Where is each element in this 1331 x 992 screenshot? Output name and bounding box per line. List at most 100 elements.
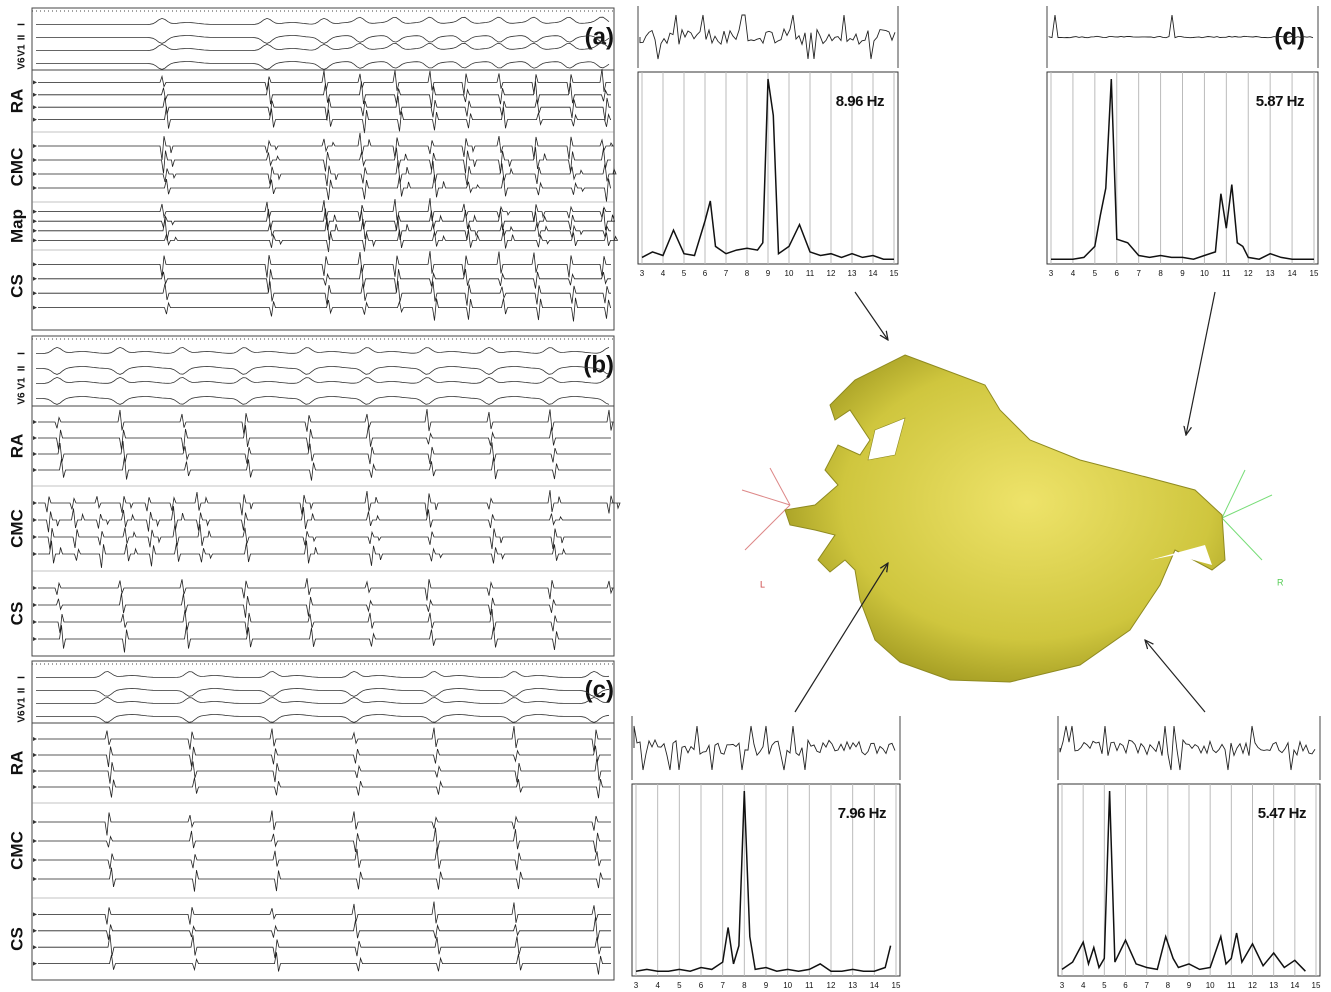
tick-marker — [33, 291, 37, 296]
egm-trace — [38, 757, 611, 784]
tick-marker — [33, 552, 37, 556]
x-tick-label: 3 — [634, 981, 639, 990]
x-tick-label: 13 — [1269, 981, 1278, 990]
egm-strip — [1048, 14, 1314, 39]
group-label: CMC — [7, 509, 26, 548]
lead-label: I — [17, 676, 28, 679]
egm-trace — [38, 217, 611, 241]
axis-line — [1221, 517, 1263, 561]
egm-panel — [31, 7, 615, 331]
x-tick-label: 7 — [1136, 269, 1141, 278]
spectrum-line — [1051, 78, 1314, 260]
egm-trace — [38, 593, 611, 618]
x-tick-label: 9 — [766, 269, 771, 278]
tick-marker — [33, 436, 37, 440]
x-tick-label: 10 — [785, 269, 794, 278]
tick-marker — [33, 186, 37, 190]
tick-marker — [33, 961, 37, 966]
tick-marker — [33, 945, 37, 950]
tick-marker — [33, 92, 37, 97]
x-tick-label: 15 — [1310, 269, 1319, 278]
x-tick-label: 8 — [1166, 981, 1171, 990]
tick-marker — [33, 276, 37, 281]
egm-trace — [38, 523, 611, 550]
tick-marker — [33, 518, 37, 522]
tick-marker — [33, 603, 37, 607]
x-tick-label: 3 — [640, 269, 645, 278]
surface-trace — [36, 670, 610, 678]
tick-marker — [33, 586, 37, 590]
spectrum-line — [1061, 790, 1306, 972]
x-tick-label: 4 — [1071, 269, 1076, 278]
egm-trace — [38, 827, 611, 853]
x-tick-label: 3 — [1060, 981, 1065, 990]
egm-strip — [1059, 725, 1316, 771]
surface-trace — [36, 61, 610, 70]
map-right-label: R — [1277, 577, 1284, 587]
tick-marker — [33, 80, 37, 85]
x-tick-label: 10 — [1206, 981, 1215, 990]
tick-marker — [33, 117, 37, 122]
lead-label: I — [17, 23, 28, 26]
x-tick-label: 13 — [848, 981, 857, 990]
tick-marker — [33, 144, 37, 148]
x-tick-label: 9 — [764, 981, 769, 990]
egm-trace — [38, 867, 611, 892]
tick-marker — [33, 238, 37, 243]
x-tick-label: 11 — [1222, 269, 1231, 278]
x-tick-label: 5 — [677, 981, 682, 990]
x-tick-label: 4 — [1081, 981, 1086, 990]
tick-marker — [33, 785, 37, 789]
x-tick-label: 15 — [1312, 981, 1321, 990]
egm-trace — [38, 68, 611, 95]
x-tick-label: 8 — [742, 981, 747, 990]
group-label: CS — [7, 927, 26, 951]
surface-gap — [867, 417, 906, 461]
tick-marker — [33, 928, 37, 933]
x-tick-label: 14 — [1290, 981, 1299, 990]
tick-marker — [33, 535, 37, 539]
map-left-label: L — [760, 579, 765, 589]
group-label: RA — [7, 751, 26, 776]
tick-marker — [33, 420, 37, 424]
arrow — [1145, 640, 1206, 713]
x-tick-label: 11 — [1227, 981, 1236, 990]
egm-strip — [639, 14, 896, 60]
tick-marker — [33, 172, 37, 176]
x-tick-label: 10 — [783, 981, 792, 990]
tick-marker — [33, 620, 37, 624]
tick-marker — [33, 637, 37, 641]
surface-trace — [36, 35, 610, 44]
egm-trace — [38, 250, 611, 278]
x-tick-label: 13 — [848, 269, 857, 278]
arrow — [794, 563, 888, 713]
x-tick-label: 15 — [892, 981, 901, 990]
x-tick-label: 8 — [745, 269, 750, 278]
egm-trace — [38, 952, 611, 975]
egm-trace — [38, 810, 611, 836]
egm-trace — [38, 726, 611, 753]
lead-label: V6 — [17, 710, 28, 723]
x-tick-label: 12 — [1244, 269, 1253, 278]
x-tick-label: 9 — [1180, 269, 1185, 278]
x-tick-label: 3 — [1049, 269, 1054, 278]
panel-label: (a) — [585, 23, 614, 50]
axis-line — [744, 504, 791, 551]
lead-label: II — [17, 688, 28, 694]
egm-trace — [38, 198, 611, 223]
x-tick-label: 4 — [661, 269, 666, 278]
x-tick-label: 11 — [805, 981, 814, 990]
egm-trace — [38, 265, 611, 293]
axis-line — [1221, 469, 1246, 519]
x-tick-label: 11 — [806, 269, 815, 278]
egm-trace — [38, 777, 611, 799]
egm-trace — [38, 95, 611, 121]
egm-trace — [38, 934, 611, 959]
peak-frequency: 5.87 Hz — [1256, 93, 1304, 110]
x-tick-label: 10 — [1200, 269, 1209, 278]
group-label: RA — [7, 89, 26, 114]
x-tick-label: 5 — [682, 269, 687, 278]
arrow — [1186, 291, 1216, 435]
egm-panel — [31, 660, 615, 981]
tick-marker — [33, 820, 37, 824]
